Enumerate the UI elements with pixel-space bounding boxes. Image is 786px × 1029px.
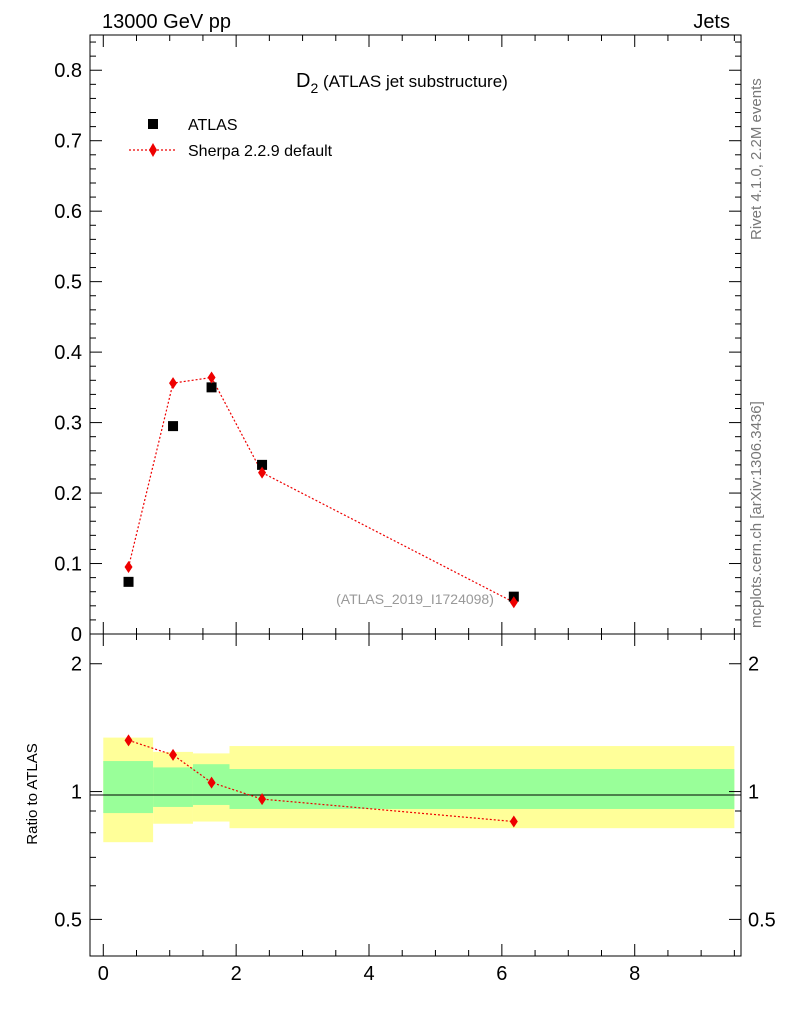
atlas-point (123, 576, 134, 587)
ratio-sherpa-point (169, 748, 178, 761)
main-y-tick-label: 0.6 (54, 201, 82, 223)
ratio-inner-band (153, 767, 193, 807)
ratio-y-tick-label: 2 (71, 654, 82, 676)
ratio-sherpa-point (124, 734, 133, 747)
ratio-y-tick-labels: 0.5 0.5 1 1 2 2 (54, 654, 776, 932)
plot-title: D2 (ATLAS jet substructure) (296, 70, 508, 96)
header-left: 13000 GeV pp (102, 11, 231, 33)
ratio-y-tick-label-right: 2 (748, 654, 759, 676)
analysis-watermark: (ATLAS_2019_I1724098) (336, 591, 494, 607)
ratio-data-layer (124, 734, 518, 828)
atlas-point (206, 382, 217, 393)
main-y-tick-label: 0 (71, 624, 82, 646)
ratio-sherpa-point (258, 793, 267, 806)
main-y-tick-label: 0.3 (54, 413, 82, 435)
rivet-label: Rivet 4.1.0, 2.2M events (748, 78, 765, 240)
ratio-inner-band (103, 761, 154, 814)
sherpa-point (124, 561, 133, 574)
ratio-bands (103, 737, 735, 843)
main-y-tick-label: 0.2 (54, 483, 82, 505)
ratio-panel: 0.5 0.5 1 1 2 2 0 2 4 6 8 Ratio to ATLAS (24, 633, 776, 985)
ratio-y-tick-label-right: 0.5 (748, 909, 776, 931)
main-y-tick-label: 0.8 (54, 60, 82, 82)
ratio-y-tick-label-right: 1 (748, 782, 759, 804)
sherpa-point (258, 466, 267, 479)
sherpa-point (207, 371, 216, 384)
ratio-x-tick-label: 6 (496, 963, 507, 985)
main-y-tick-label: 0.1 (54, 554, 82, 576)
legend-sherpa-label: Sherpa 2.2.9 default (188, 143, 333, 160)
main-axis-ticks (90, 35, 741, 635)
sherpa-point (509, 596, 518, 609)
main-y-tick-label: 0.5 (54, 272, 82, 294)
ratio-axis-ticks (90, 634, 741, 956)
ratio-frame (89, 633, 742, 957)
main-y-tick-labels: 0 0.1 0.2 0.3 0.4 0.5 0.6 0.7 0.8 (54, 60, 82, 646)
plot-title-main: D (296, 70, 310, 92)
main-y-tick-label: 0.7 (54, 131, 82, 153)
main-y-tick-label: 0.4 (54, 342, 82, 364)
ratio-sherpa-point (207, 776, 216, 789)
atlas-point (257, 459, 268, 470)
sherpa-line (127, 376, 515, 603)
legend: ATLAS Sherpa 2.2.9 default (129, 117, 333, 160)
plot-title-rest: (ATLAS jet substructure) (318, 72, 508, 91)
ratio-sherpa-point (509, 815, 518, 828)
ratio-x-tick-label: 2 (231, 963, 242, 985)
ratio-inner-band (229, 769, 735, 809)
ratio-y-axis-label: Ratio to ATLAS (24, 743, 41, 844)
legend-atlas-label: ATLAS (188, 117, 238, 134)
ratio-x-tick-label: 0 (98, 963, 109, 985)
header-right: Jets (693, 11, 730, 33)
legend-atlas-marker (148, 119, 158, 129)
sherpa-point (169, 377, 178, 390)
ratio-x-tick-labels: 0 2 4 6 8 (98, 963, 641, 985)
ratio-y-tick-label: 0.5 (54, 909, 82, 931)
ratio-y-tick-label: 1 (71, 782, 82, 804)
atlas-point (168, 421, 179, 432)
ratio-x-tick-label: 4 (363, 963, 374, 985)
main-panel: 0 0.1 0.2 0.3 0.4 0.5 0.6 0.7 0.8 (ATLAS_2019_I1… (54, 34, 742, 646)
ratio-x-tick-label: 8 (629, 963, 640, 985)
main-data-layer (123, 371, 519, 609)
mcplots-label: mcplots.cern.ch [arXiv:1306.3436] (748, 401, 765, 628)
legend-sherpa-marker (149, 143, 157, 157)
plot-title-subscript: 2 (310, 80, 318, 96)
